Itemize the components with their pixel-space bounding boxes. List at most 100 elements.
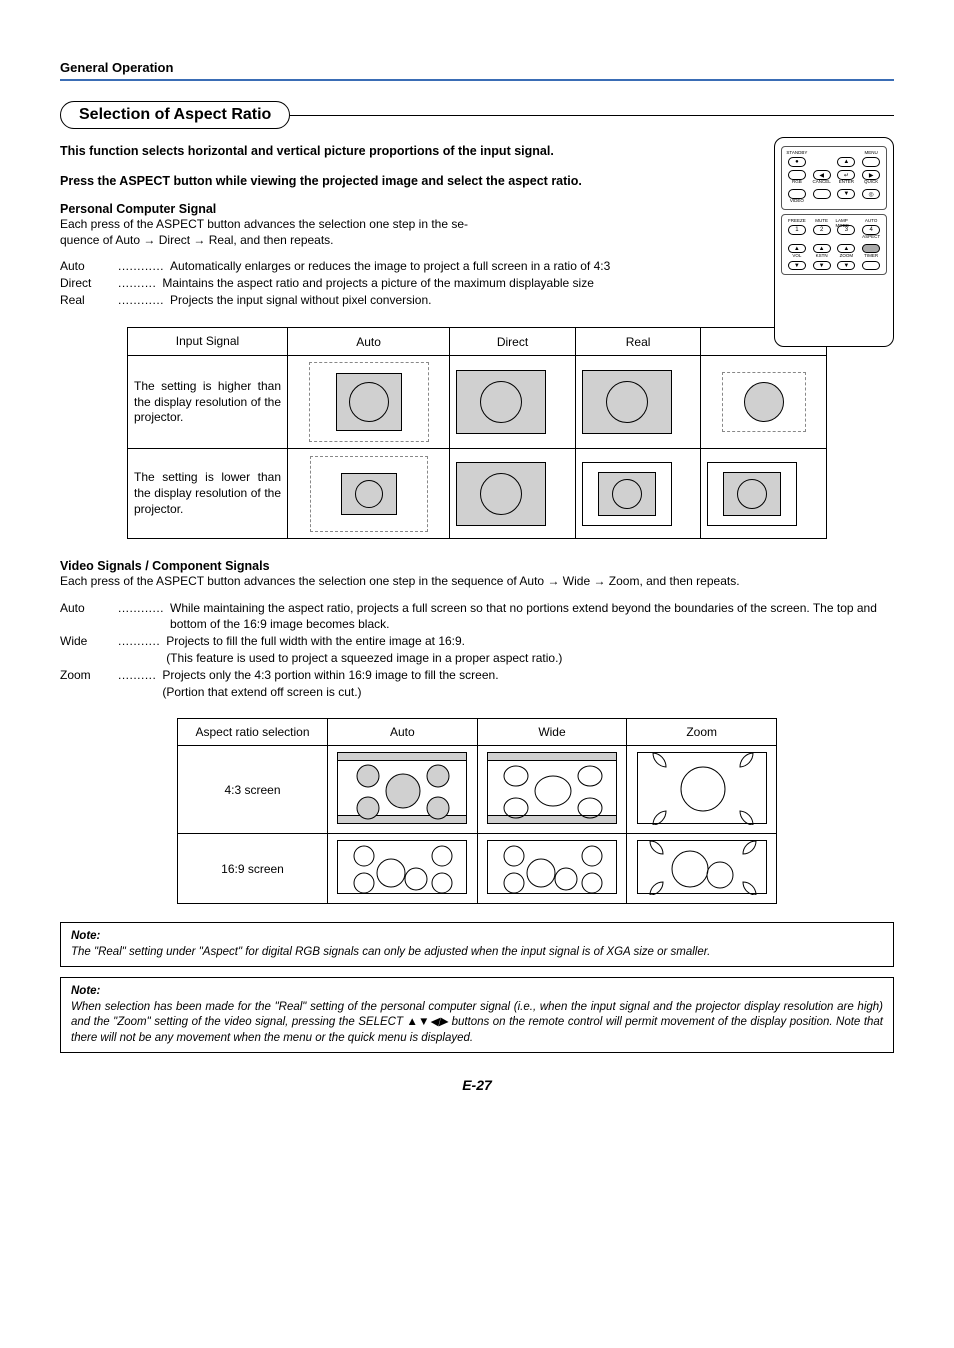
table-row: The setting is lower than the display re… [128,449,827,539]
top-content: STANDBY● ▲ MENU RGB ◀CANCEL ↵ENTER ▶QUIC… [60,143,894,309]
remote-label: VIDEO [790,199,804,204]
def-row: Wide ........... Projects to fill the fu… [60,633,894,667]
auto-diagram [456,462,546,526]
input-signal-diagram [310,456,428,532]
video-body: Each press of the ASPECT button advances… [60,573,894,589]
note-box-2: Note: When selection has been made for t… [60,977,894,1053]
remote-label: MUTE [815,219,828,224]
pc-aspect-table: Input Signal Auto Direct Real The settin… [127,327,827,540]
def-desc: Projects the input signal without pixel … [170,292,620,309]
def-row: Auto ............ Automatically enlarges… [60,258,620,275]
def-dots: ............ [118,258,164,275]
zoom-up: ▲ [837,244,855,253]
col-header: Direct [450,327,576,356]
col-header: Auto [288,327,450,356]
zoom-down: ▼ [837,261,855,270]
video-definitions: Auto ............ While maintaining the … [60,600,894,701]
def-desc: Maintains the aspect ratio and projects … [162,275,620,292]
quick-button: ◎ [862,189,880,199]
page-number: E-27 [60,1077,894,1093]
text: Each press of the ASPECT button advances… [60,217,468,231]
note-body: When selection has been made for the "Re… [71,1000,883,1047]
table-row: 4:3 screen [178,746,777,834]
vol-up: ▲ [788,244,806,253]
def-term: Auto [60,258,118,275]
row-label: The setting is higher than the display r… [128,356,288,449]
remote-label: AUTO [865,219,877,224]
note-title: Note: [71,930,100,942]
remote-label: CANCEL [812,180,830,185]
input-signal-diagram [309,362,429,442]
zoom-169-diagram [637,840,767,894]
remote-label: ZOOM [840,254,854,259]
page-title: Selection of Aspect Ratio [60,101,290,129]
remote-label: KSTN [816,254,828,259]
def-row: Zoom .......... Projects only the 4:3 po… [60,667,894,701]
remote-label: RGB [792,180,802,185]
direct-diagram [582,462,672,526]
col-header: Input Signal [128,327,288,356]
title-row: Selection of Aspect Ratio [60,101,894,129]
remote-label: ENTER [839,180,854,185]
pc-heading: Personal Computer Signal [60,202,894,216]
pc-definitions: Auto ............ Automatically enlarges… [60,258,620,308]
menu-button [862,157,880,167]
up-button: ▲ [837,157,855,167]
title-rule [290,115,894,116]
num-3-button: 3 [837,225,855,235]
col-header: Wide [477,719,627,746]
num-1-button: 1 [788,225,806,235]
remote-label: QUICK [864,180,878,185]
wide-169-diagram [487,840,617,894]
def-term: Wide [60,633,118,667]
def-row: Real ............ Projects the input sig… [60,292,620,309]
def-dots: ........... [118,633,160,667]
def-row: Auto ............ While maintaining the … [60,600,894,634]
remote-label: VOL [792,254,801,259]
num-2-button: 2 [813,225,831,235]
auto-169-diagram [337,840,467,894]
real-diagram [707,462,797,526]
down-button: ▼ [837,189,855,199]
text: quence of Auto [60,233,143,247]
def-term: Auto [60,600,118,634]
row-label: 4:3 screen [178,746,328,834]
def-desc: While maintaining the aspect ratio, proj… [170,600,894,634]
remote-label: MENU [865,151,878,156]
auto-43-diagram [337,752,467,824]
def-term: Zoom [60,667,118,701]
zoom-43-diagram [637,752,767,824]
remote-label: ASPECT [862,235,880,240]
text: Wide [559,574,593,588]
direct-diagram [582,370,672,434]
def-desc: Projects to fill the full width with the… [166,633,894,667]
blank-button [813,189,831,199]
col-header: Zoom [627,719,777,746]
row-label: 16:9 screen [178,834,328,904]
def-desc: Automatically enlarges or reduces the im… [170,258,620,275]
text: Zoom, and then repeats. [605,574,739,588]
table-row: The setting is higher than the display r… [128,356,827,449]
def-desc: Projects only the 4:3 portion within 16:… [162,667,894,701]
def-dots: ............ [118,292,164,309]
kstn-up: ▲ [813,244,831,253]
remote-label: FREEZE [788,219,806,224]
def-dots: .......... [118,667,156,701]
wide-43-diagram [487,752,617,824]
col-header: Aspect ratio selection [178,719,328,746]
kstn-down: ▼ [813,261,831,270]
video-heading: Video Signals / Component Signals [60,559,894,573]
video-aspect-table: Aspect ratio selection Auto Wide Zoom 4:… [177,718,777,904]
intro-text-1: This function selects horizontal and ver… [60,143,620,161]
remote-label: TIMER [864,254,878,259]
remote-label: STANDBY [786,151,807,156]
row-label: The setting is lower than the display re… [128,449,288,539]
text: Each press of the ASPECT button advances… [60,574,547,588]
text: Real, and then repeats. [205,233,333,247]
def-row: Direct .......... Maintains the aspect r… [60,275,620,292]
intro-text-2: Press the ASPECT button while viewing th… [60,173,620,191]
def-dots: .......... [118,275,156,292]
def-term: Direct [60,275,118,292]
col-header: Auto [328,719,478,746]
note-box-1: Note: The "Real" setting under "Aspect" … [60,922,894,967]
